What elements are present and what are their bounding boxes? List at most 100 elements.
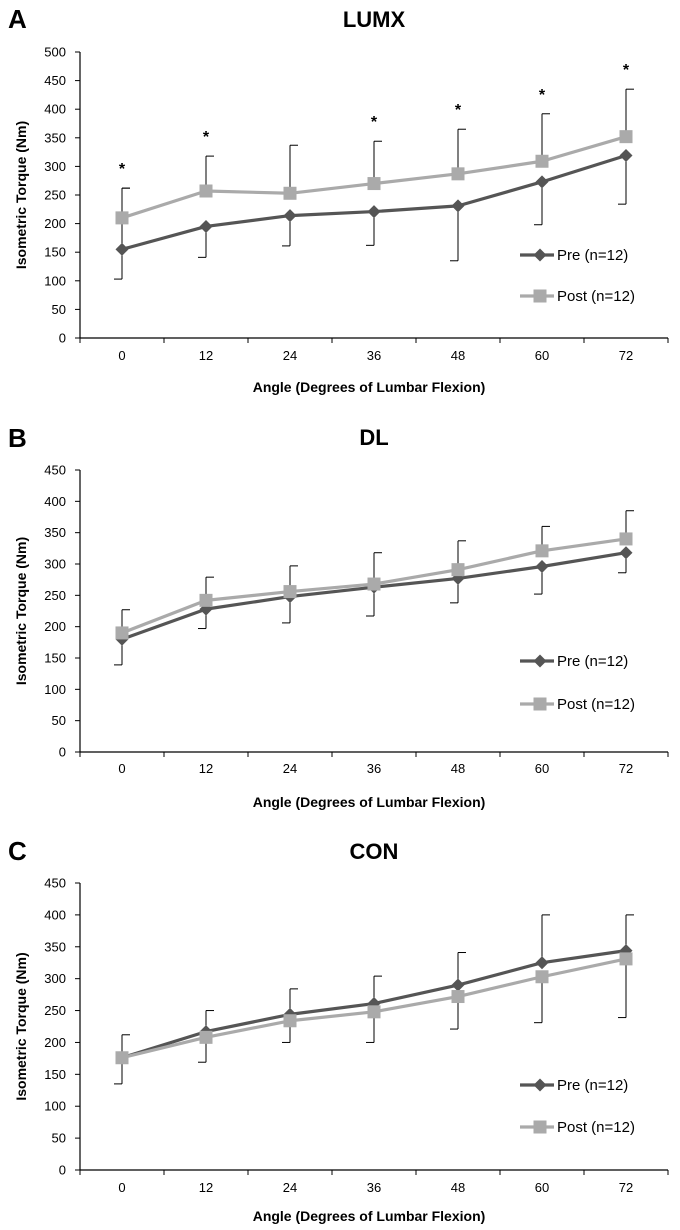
legend-marker-post [533,289,547,303]
data-point-pre [367,205,381,219]
data-point-pre [535,560,549,574]
x-tick-label: 36 [367,348,381,363]
x-tick-label: 72 [619,761,633,776]
significance-marker: * [119,161,126,178]
y-tick-label: 400 [44,102,66,117]
data-point-post [115,211,129,225]
legend-label-pre: Pre (n=12) [557,1077,628,1094]
y-tick-label: 100 [44,1099,66,1114]
y-tick-label: 100 [44,682,66,697]
x-tick-label: 72 [619,348,633,363]
x-axis-label: Angle (Degrees of Lumbar Flexion) [253,1208,486,1224]
chart-title: LUMX [343,7,406,32]
x-tick-label: 60 [535,761,549,776]
x-tick-label: 12 [199,761,213,776]
x-axis-label: Angle (Degrees of Lumbar Flexion) [253,794,486,810]
data-point-post [199,184,213,198]
y-tick-label: 200 [44,1035,66,1050]
y-tick-label: 400 [44,907,66,922]
chart-panel-b: B DL 0 50 100 150 200 250 300 350 400 450 0 12 24 36 48 6… [0,415,680,830]
y-tick-label: 450 [44,876,66,891]
data-point-post [115,626,129,640]
significance-marker: * [455,102,462,119]
chart-panel-a: A LUMX 0 50 100 150 200 250 300 350 400 450 500 0 12 24… [0,0,680,400]
y-tick-label: 450 [44,463,66,478]
x-tick-label: 48 [451,1180,465,1195]
x-tick-label: 24 [283,761,297,776]
y-tick-label: 150 [44,245,66,260]
x-tick-label: 24 [283,1180,297,1195]
data-point-pre [283,209,297,223]
y-tick-label: 400 [44,494,66,509]
data-point-post [199,593,213,607]
data-point-post [367,177,381,191]
x-tick-label: 48 [451,761,465,776]
y-tick-label: 250 [44,588,66,603]
data-point-post [283,1014,297,1028]
chart-title: CON [350,839,399,864]
data-point-post [199,1030,213,1044]
significance-marker: * [371,114,378,131]
chart-svg-a: A LUMX 0 50 100 150 200 250 300 350 400 450 500 0 12 24… [8,4,669,395]
legend-marker-post [533,697,547,711]
data-point-pre [535,956,549,970]
legend-marker-pre [533,654,547,668]
x-tick-label: 24 [283,348,297,363]
data-point-pre [619,149,633,163]
y-tick-label: 350 [44,939,66,954]
y-tick-label: 250 [44,1003,66,1018]
legend-marker-pre [533,1078,547,1092]
data-point-post [115,1051,129,1065]
data-point-pre [199,219,213,233]
chart-panel-c: C CON 0 50 100 150 200 250 300 350 400 450 0 12 24 36 48… [0,830,680,1230]
x-tick-label: 12 [199,1180,213,1195]
legend-marker-pre [533,248,547,262]
y-axis-label: Isometric Torque (Nm) [13,121,29,269]
data-point-pre [535,175,549,189]
data-point-post [619,532,633,546]
y-tick-label: 500 [44,45,66,60]
data-point-pre [619,546,633,560]
significance-marker: * [623,62,630,79]
data-point-post [367,1005,381,1019]
legend-label-pre: Pre (n=12) [557,247,628,264]
legend-label-pre: Pre (n=12) [557,653,628,670]
y-axis-label: Isometric Torque (Nm) [13,537,29,685]
y-tick-label: 150 [44,651,66,666]
legend-label-post: Post (n=12) [557,696,635,713]
x-tick-label: 36 [367,1180,381,1195]
x-tick-label: 48 [451,348,465,363]
panel-label: C [8,836,27,866]
x-tick-label: 60 [535,1180,549,1195]
legend-label-post: Post (n=12) [557,288,635,305]
x-tick-label: 0 [118,348,125,363]
y-tick-label: 300 [44,159,66,174]
panel-label: A [8,4,27,34]
x-axis-label: Angle (Degrees of Lumbar Flexion) [253,379,486,395]
y-tick-label: 350 [44,130,66,145]
y-tick-label: 350 [44,525,66,540]
data-point-post [535,544,549,558]
legend-label-post: Post (n=12) [557,1119,635,1136]
y-axis-label: Isometric Torque (Nm) [13,952,29,1100]
y-tick-label: 450 [44,73,66,88]
y-tick-label: 50 [52,302,66,317]
y-tick-label: 50 [52,713,66,728]
data-point-post [283,186,297,200]
data-point-pre [115,242,129,256]
y-tick-label: 200 [44,216,66,231]
y-tick-label: 0 [59,331,66,346]
data-point-post [283,585,297,599]
y-tick-label: 100 [44,273,66,288]
data-point-post [367,577,381,591]
y-tick-label: 0 [59,1163,66,1178]
x-tick-label: 36 [367,761,381,776]
data-point-post [451,990,465,1004]
x-tick-label: 72 [619,1180,633,1195]
panel-label: B [8,423,27,453]
y-tick-label: 250 [44,188,66,203]
data-point-post [451,563,465,577]
y-tick-label: 150 [44,1067,66,1082]
y-tick-label: 200 [44,619,66,634]
y-tick-label: 50 [52,1131,66,1146]
